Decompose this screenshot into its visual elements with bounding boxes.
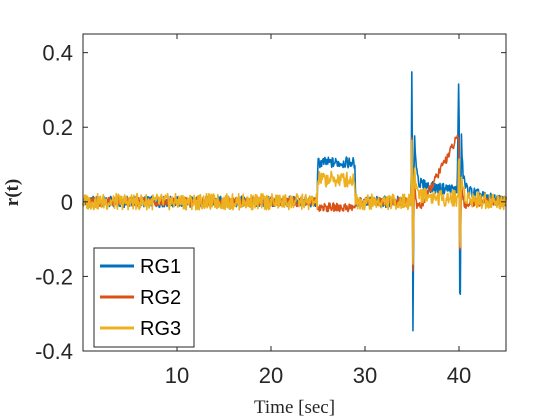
plot-area-frame (82, 33, 507, 352)
y-axis-ticks: -0.4 -0.2 0 0.2 0.4 (35, 41, 506, 364)
legend-label-rg1: RG1 (140, 256, 181, 278)
plot-lines (82, 71, 507, 332)
x-tick-label: 20 (259, 363, 283, 388)
x-tick-label: 10 (165, 363, 189, 388)
x-axis-ticks: 10 20 30 40 (165, 34, 471, 388)
y-tick-label: 0.2 (42, 115, 73, 140)
x-axis-label: Time [sec] (254, 397, 335, 418)
legend-label-rg2: RG2 (140, 287, 181, 309)
y-axis-label: r(t) (2, 179, 23, 206)
legend-label-rg3: RG3 (140, 318, 181, 340)
y-tick-label: 0.4 (42, 41, 73, 66)
legend: RG1 RG2 RG3 (93, 247, 195, 348)
x-tick-label: 40 (447, 363, 471, 388)
y-tick-label: -0.4 (35, 339, 73, 364)
series-line-rg3 (82, 139, 507, 265)
y-tick-label: 0 (61, 190, 73, 215)
x-tick-label: 30 (353, 363, 377, 388)
y-tick-label: -0.2 (35, 264, 73, 289)
